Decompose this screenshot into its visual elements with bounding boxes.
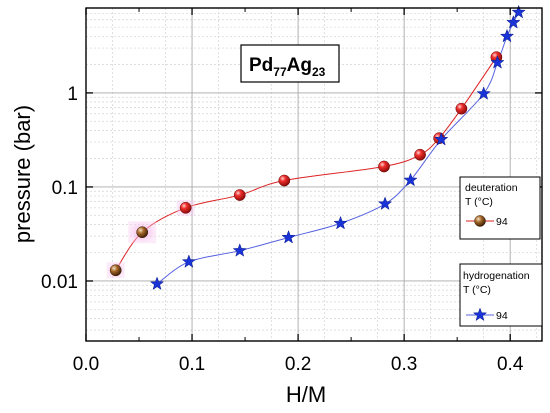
legend-hydrogenation-entry: 94 [496,310,508,322]
composition-base: Pd [249,55,273,76]
legend-deuteration: deuteration T (°C) 94 [459,176,541,240]
legend-hydrogenation-box [459,263,543,327]
data-point-hydrogenation [149,276,165,291]
legend-hydrogenation-marker [472,307,488,322]
data-point-hydrogenation [403,172,418,187]
composition-sub2: 23 [312,65,326,79]
y-tick-label: 1 [67,84,78,105]
legend-hydrogenation-subtitle: T (°C) [463,284,491,296]
x-tick-label: 0.2 [285,354,311,375]
legend-hydrogenation: hydrogenation T (°C) 94 [459,263,543,327]
data-point-deuteration [233,189,246,201]
data-point-deuteration [455,102,468,115]
series-line-deuteration [115,56,497,271]
composition-box [240,44,340,83]
x-tick-label: 0.3 [391,354,417,375]
plot-frame [85,7,543,342]
composition-mid: Ag [287,55,312,76]
data-point-hydrogenation [377,196,393,211]
y-tick-label: 0.1 [52,178,78,199]
data-point-deuteration [179,201,192,214]
data-point-deuteration [414,148,426,161]
data-point-hydrogenation [333,215,348,230]
composition-annotation: Pd77Ag23 [240,44,340,83]
legend-deuteration-box [459,176,541,240]
data-point-hydrogenation [232,243,247,257]
data-point-hydrogenation [281,229,296,244]
series-points [106,4,526,291]
tick-labels: 0.0 0.1 0.2 0.3 0.4 0.01 0.1 1 [41,84,524,375]
data-point-hydrogenation [506,15,521,29]
y-axis-label: pressure (bar) [10,105,35,243]
legend-deuteration-subtitle: T (°C) [465,196,493,208]
x-tick-label: 0.0 [73,354,99,375]
legend-deuteration-marker [474,215,486,227]
data-point-deuteration [136,226,149,239]
composition-sub1: 77 [273,65,287,79]
data-point-hydrogenation [499,28,515,43]
legend-hydrogenation-title: hydrogenation [463,270,530,282]
y-tick-label: 0.01 [41,272,78,293]
x-tick-label: 0.4 [497,354,524,375]
data-point-deuteration [278,174,291,187]
composition-label: Pd77Ag23 [249,55,326,79]
ticks [85,8,542,341]
x-tick-label: 0.1 [179,354,205,375]
legend-deuteration-entry: 94 [496,216,508,228]
data-point-deuteration [378,160,390,173]
data-point-hydrogenation [511,4,526,19]
data-point-hydrogenation [490,55,505,69]
legend-deuteration-title: deuteration [465,182,518,194]
data-point-hydrogenation [476,86,491,100]
x-axis-label: H/M [286,382,326,407]
data-point-hydrogenation [181,254,197,268]
data-point-deuteration [109,264,122,277]
data-point-hydrogenation [434,131,449,146]
